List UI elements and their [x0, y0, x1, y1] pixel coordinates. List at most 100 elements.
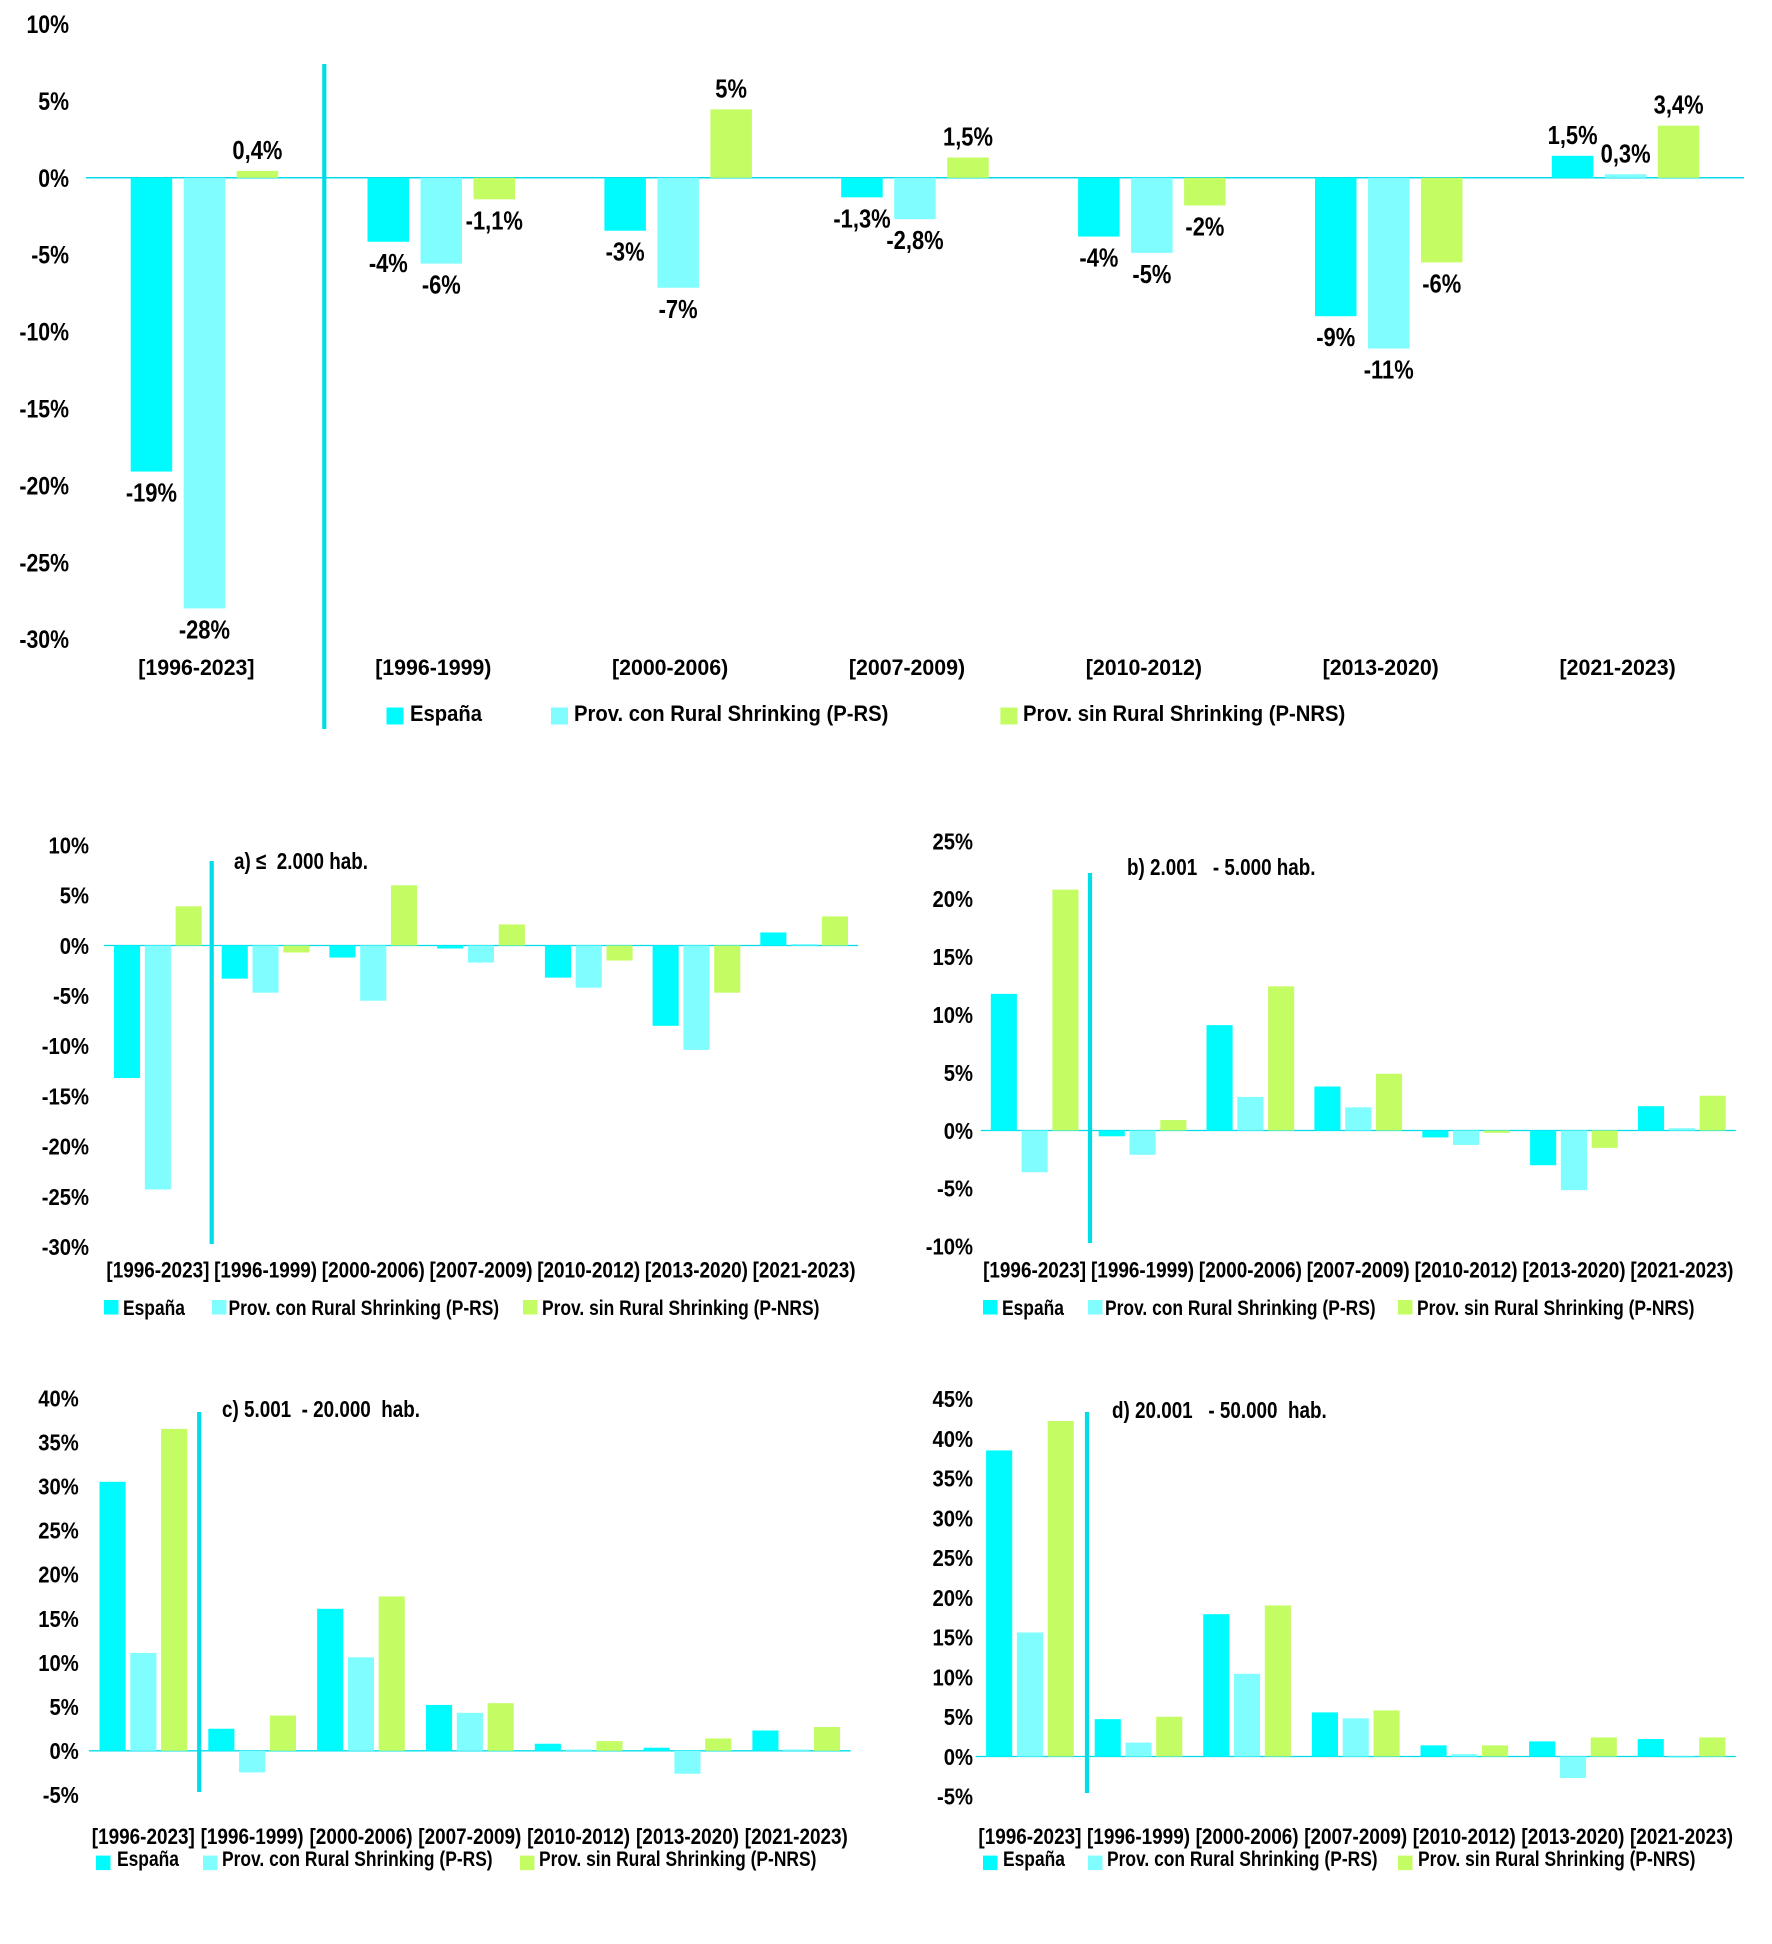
svg-text:5%: 5%	[944, 1060, 973, 1087]
svg-text:10%: 10%	[932, 1664, 973, 1691]
svg-text:España: España	[1002, 1298, 1064, 1321]
svg-text:[2007-2009): [2007-2009)	[1304, 1825, 1407, 1850]
svg-text:[1996-1999): [1996-1999)	[201, 1825, 304, 1850]
svg-text:-5%: -5%	[1132, 260, 1171, 289]
svg-text:-6%: -6%	[422, 271, 461, 300]
svg-text:[1996-2023]: [1996-2023]	[138, 655, 254, 680]
svg-text:[1996-2023]: [1996-2023]	[92, 1825, 195, 1850]
svg-text:-15%: -15%	[19, 395, 69, 423]
svg-text:[2013-2020): [2013-2020)	[1522, 1258, 1625, 1283]
svg-text:-5%: -5%	[937, 1175, 973, 1202]
svg-text:[2010-2012): [2010-2012)	[1413, 1825, 1516, 1850]
svg-text:-7%: -7%	[659, 295, 698, 324]
svg-text:25%: 25%	[932, 1545, 973, 1572]
svg-text:[2000-2006): [2000-2006)	[1199, 1258, 1302, 1283]
svg-text:-11%: -11%	[1364, 356, 1414, 385]
svg-text:[2021-2023): [2021-2023)	[1630, 1825, 1733, 1850]
svg-text:[1996-2023]: [1996-2023]	[978, 1825, 1081, 1850]
svg-text:-25%: -25%	[19, 549, 69, 577]
svg-text:5%: 5%	[944, 1704, 973, 1731]
svg-text:20%: 20%	[38, 1561, 79, 1588]
svg-text:15%: 15%	[932, 944, 973, 971]
svg-text:[2021-2023): [2021-2023)	[1560, 655, 1676, 680]
svg-text:25%: 25%	[38, 1517, 79, 1544]
svg-text:[2021-2023): [2021-2023)	[745, 1825, 848, 1850]
svg-text:25%: 25%	[932, 828, 973, 855]
svg-text:-19%: -19%	[126, 479, 177, 508]
svg-text:-20%: -20%	[42, 1133, 89, 1160]
svg-text:[2013-2020): [2013-2020)	[1323, 655, 1439, 680]
svg-text:[2013-2020): [2013-2020)	[1521, 1825, 1624, 1850]
svg-text:[2007-2009): [2007-2009)	[1307, 1258, 1410, 1283]
svg-text:[2021-2023): [2021-2023)	[753, 1258, 856, 1283]
svg-text:10%: 10%	[26, 10, 69, 38]
svg-text:[2007-2009): [2007-2009)	[429, 1258, 532, 1283]
svg-text:[2013-2020): [2013-2020)	[645, 1258, 748, 1283]
svg-text:España: España	[123, 1298, 185, 1321]
svg-text:5%: 5%	[49, 1694, 78, 1721]
svg-text:[2010-2012): [2010-2012)	[1415, 1258, 1518, 1283]
svg-text:0%: 0%	[49, 1738, 78, 1765]
svg-text:d) 20.001 - 50.000 hab.: d) 20.001 - 50.000 hab.	[1112, 1398, 1327, 1423]
svg-text:40%: 40%	[38, 1385, 79, 1412]
svg-text:[2010-2012): [2010-2012)	[1086, 655, 1202, 680]
svg-text:15%: 15%	[38, 1606, 79, 1633]
svg-text:45%: 45%	[932, 1386, 973, 1413]
svg-text:35%: 35%	[38, 1429, 79, 1456]
svg-text:[1996-1999): [1996-1999)	[1087, 1825, 1190, 1850]
svg-text:-28%: -28%	[179, 616, 230, 645]
svg-text:[2007-2009): [2007-2009)	[418, 1825, 521, 1850]
svg-text:[2000-2006): [2000-2006)	[612, 655, 728, 680]
svg-text:Prov. sin Rural Shrinking (P-N: Prov. sin Rural Shrinking (P-NRS)	[1418, 1849, 1695, 1872]
svg-text:a) ≤ 2.000 hab.: a) ≤ 2.000 hab.	[234, 849, 368, 874]
svg-text:-6%: -6%	[1422, 270, 1461, 299]
svg-text:10%: 10%	[48, 832, 89, 859]
svg-text:[2000-2006): [2000-2006)	[309, 1825, 412, 1850]
svg-text:0%: 0%	[944, 1118, 973, 1145]
svg-text:-5%: -5%	[31, 241, 69, 269]
svg-text:-1,1%: -1,1%	[466, 207, 523, 236]
svg-text:b) 2.001 - 5.000 hab.: b) 2.001 - 5.000 hab.	[1127, 855, 1316, 880]
svg-text:[1996-1999): [1996-1999)	[1091, 1258, 1194, 1283]
svg-text:España: España	[1003, 1849, 1065, 1872]
svg-text:10%: 10%	[38, 1650, 79, 1677]
svg-text:Prov. con Rural Shrinking (P-R: Prov. con Rural Shrinking (P-RS)	[1107, 1849, 1378, 1872]
svg-text:-4%: -4%	[1079, 244, 1118, 273]
svg-text:5%: 5%	[715, 75, 747, 104]
svg-text:10%: 10%	[932, 1002, 973, 1029]
svg-text:-5%: -5%	[43, 1782, 79, 1809]
svg-text:30%: 30%	[38, 1473, 79, 1500]
svg-text:Prov. sin Rural Shrinking (P-N: Prov. sin Rural Shrinking (P-NRS)	[1417, 1298, 1694, 1321]
svg-text:-10%: -10%	[42, 1033, 89, 1060]
svg-text:[2010-2012): [2010-2012)	[537, 1258, 640, 1283]
svg-text:-15%: -15%	[42, 1083, 89, 1110]
svg-text:-30%: -30%	[19, 626, 69, 654]
svg-text:[1996-1999): [1996-1999)	[375, 655, 491, 680]
svg-text:20%: 20%	[932, 886, 973, 913]
svg-text:[2000-2006): [2000-2006)	[322, 1258, 425, 1283]
svg-text:0,3%: 0,3%	[1601, 140, 1651, 169]
svg-text:Prov. con Rural Shrinking (P-R: Prov. con Rural Shrinking (P-RS)	[1105, 1298, 1376, 1321]
svg-text:-3%: -3%	[606, 238, 645, 267]
svg-text:-4%: -4%	[369, 249, 408, 278]
svg-text:-10%: -10%	[926, 1233, 973, 1260]
svg-text:-25%: -25%	[42, 1184, 89, 1211]
svg-text:Prov. sin Rural Shrinking (P-N: Prov. sin Rural Shrinking (P-NRS)	[542, 1298, 819, 1321]
svg-text:España: España	[410, 702, 482, 726]
svg-text:España: España	[117, 1849, 179, 1872]
svg-text:30%: 30%	[932, 1505, 973, 1532]
svg-text:-5%: -5%	[53, 983, 89, 1010]
svg-text:[1996-2023]: [1996-2023]	[106, 1258, 209, 1283]
svg-text:5%: 5%	[38, 87, 69, 115]
svg-text:-9%: -9%	[1316, 324, 1355, 353]
svg-text:-2%: -2%	[1185, 213, 1224, 242]
svg-text:-30%: -30%	[42, 1234, 89, 1261]
svg-text:[2013-2020): [2013-2020)	[636, 1825, 739, 1850]
svg-text:Prov. con Rural Shrinking (P-R: Prov. con Rural Shrinking (P-RS)	[229, 1298, 500, 1321]
svg-text:[2000-2006): [2000-2006)	[1196, 1825, 1299, 1850]
svg-text:Prov. sin Rural Shrinking (P-N: Prov. sin Rural Shrinking (P-NRS)	[539, 1849, 816, 1872]
svg-text:[1996-1999): [1996-1999)	[214, 1258, 317, 1283]
svg-text:-2,8%: -2,8%	[886, 227, 943, 256]
svg-text:0,4%: 0,4%	[232, 136, 282, 165]
svg-text:20%: 20%	[932, 1585, 973, 1612]
